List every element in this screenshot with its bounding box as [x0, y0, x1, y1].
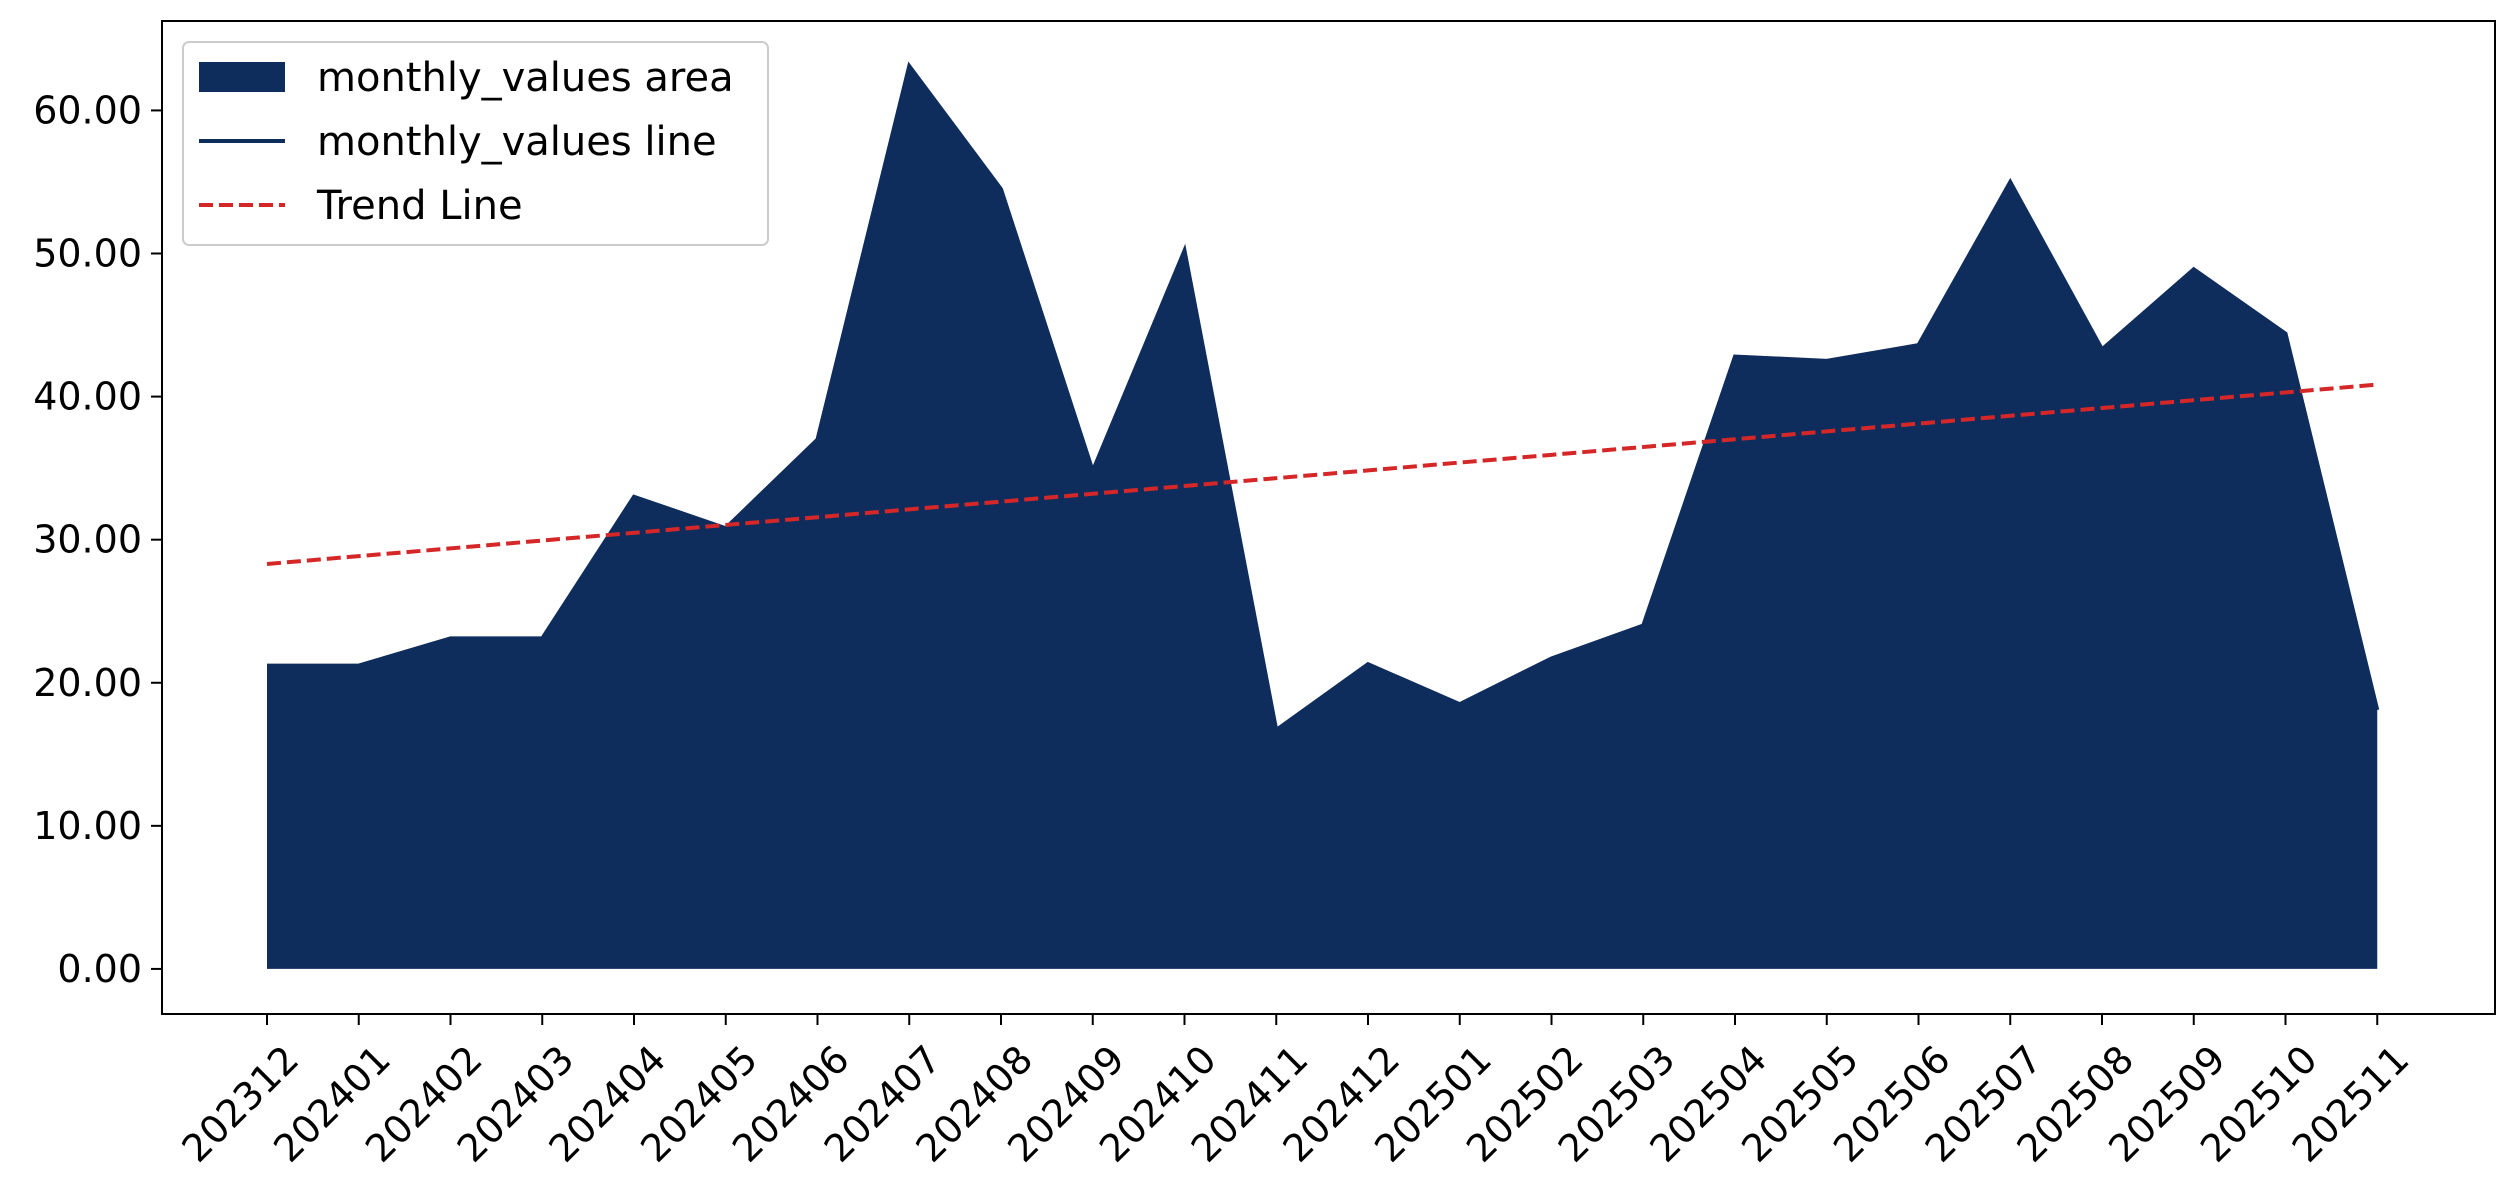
- x-axis-ticks: 2023122024012024022024032024042024052024…: [173, 1014, 2417, 1171]
- legend-label-area: monthly_values area: [317, 55, 734, 101]
- y-axis-ticks: 0.00 10.00 20.00 30.00 40.00 50.00 60.00: [33, 88, 162, 991]
- legend-label-trend: Trend Line: [316, 183, 523, 229]
- y-tick-label: 30.00: [33, 518, 142, 562]
- y-tick-label: 10.00: [33, 804, 142, 848]
- legend: monthly_values area monthly_values line …: [182, 41, 769, 246]
- y-tick-label: 50.00: [33, 232, 142, 276]
- plot-layer: [266, 61, 2380, 969]
- y-tick-label: 60.00: [33, 88, 142, 132]
- legend-label-line: monthly_values line: [317, 119, 717, 165]
- trend-line: [266, 382, 2378, 566]
- legend-swatch-area: [199, 62, 285, 92]
- area-fill: [267, 66, 2378, 969]
- plot-frame: [161, 20, 2496, 1015]
- y-tick-label: 0.00: [57, 947, 142, 991]
- y-tick-label: 20.00: [33, 661, 142, 705]
- y-tick-label: 40.00: [33, 375, 142, 419]
- series-line: [267, 61, 2380, 734]
- legend-box: [182, 41, 769, 246]
